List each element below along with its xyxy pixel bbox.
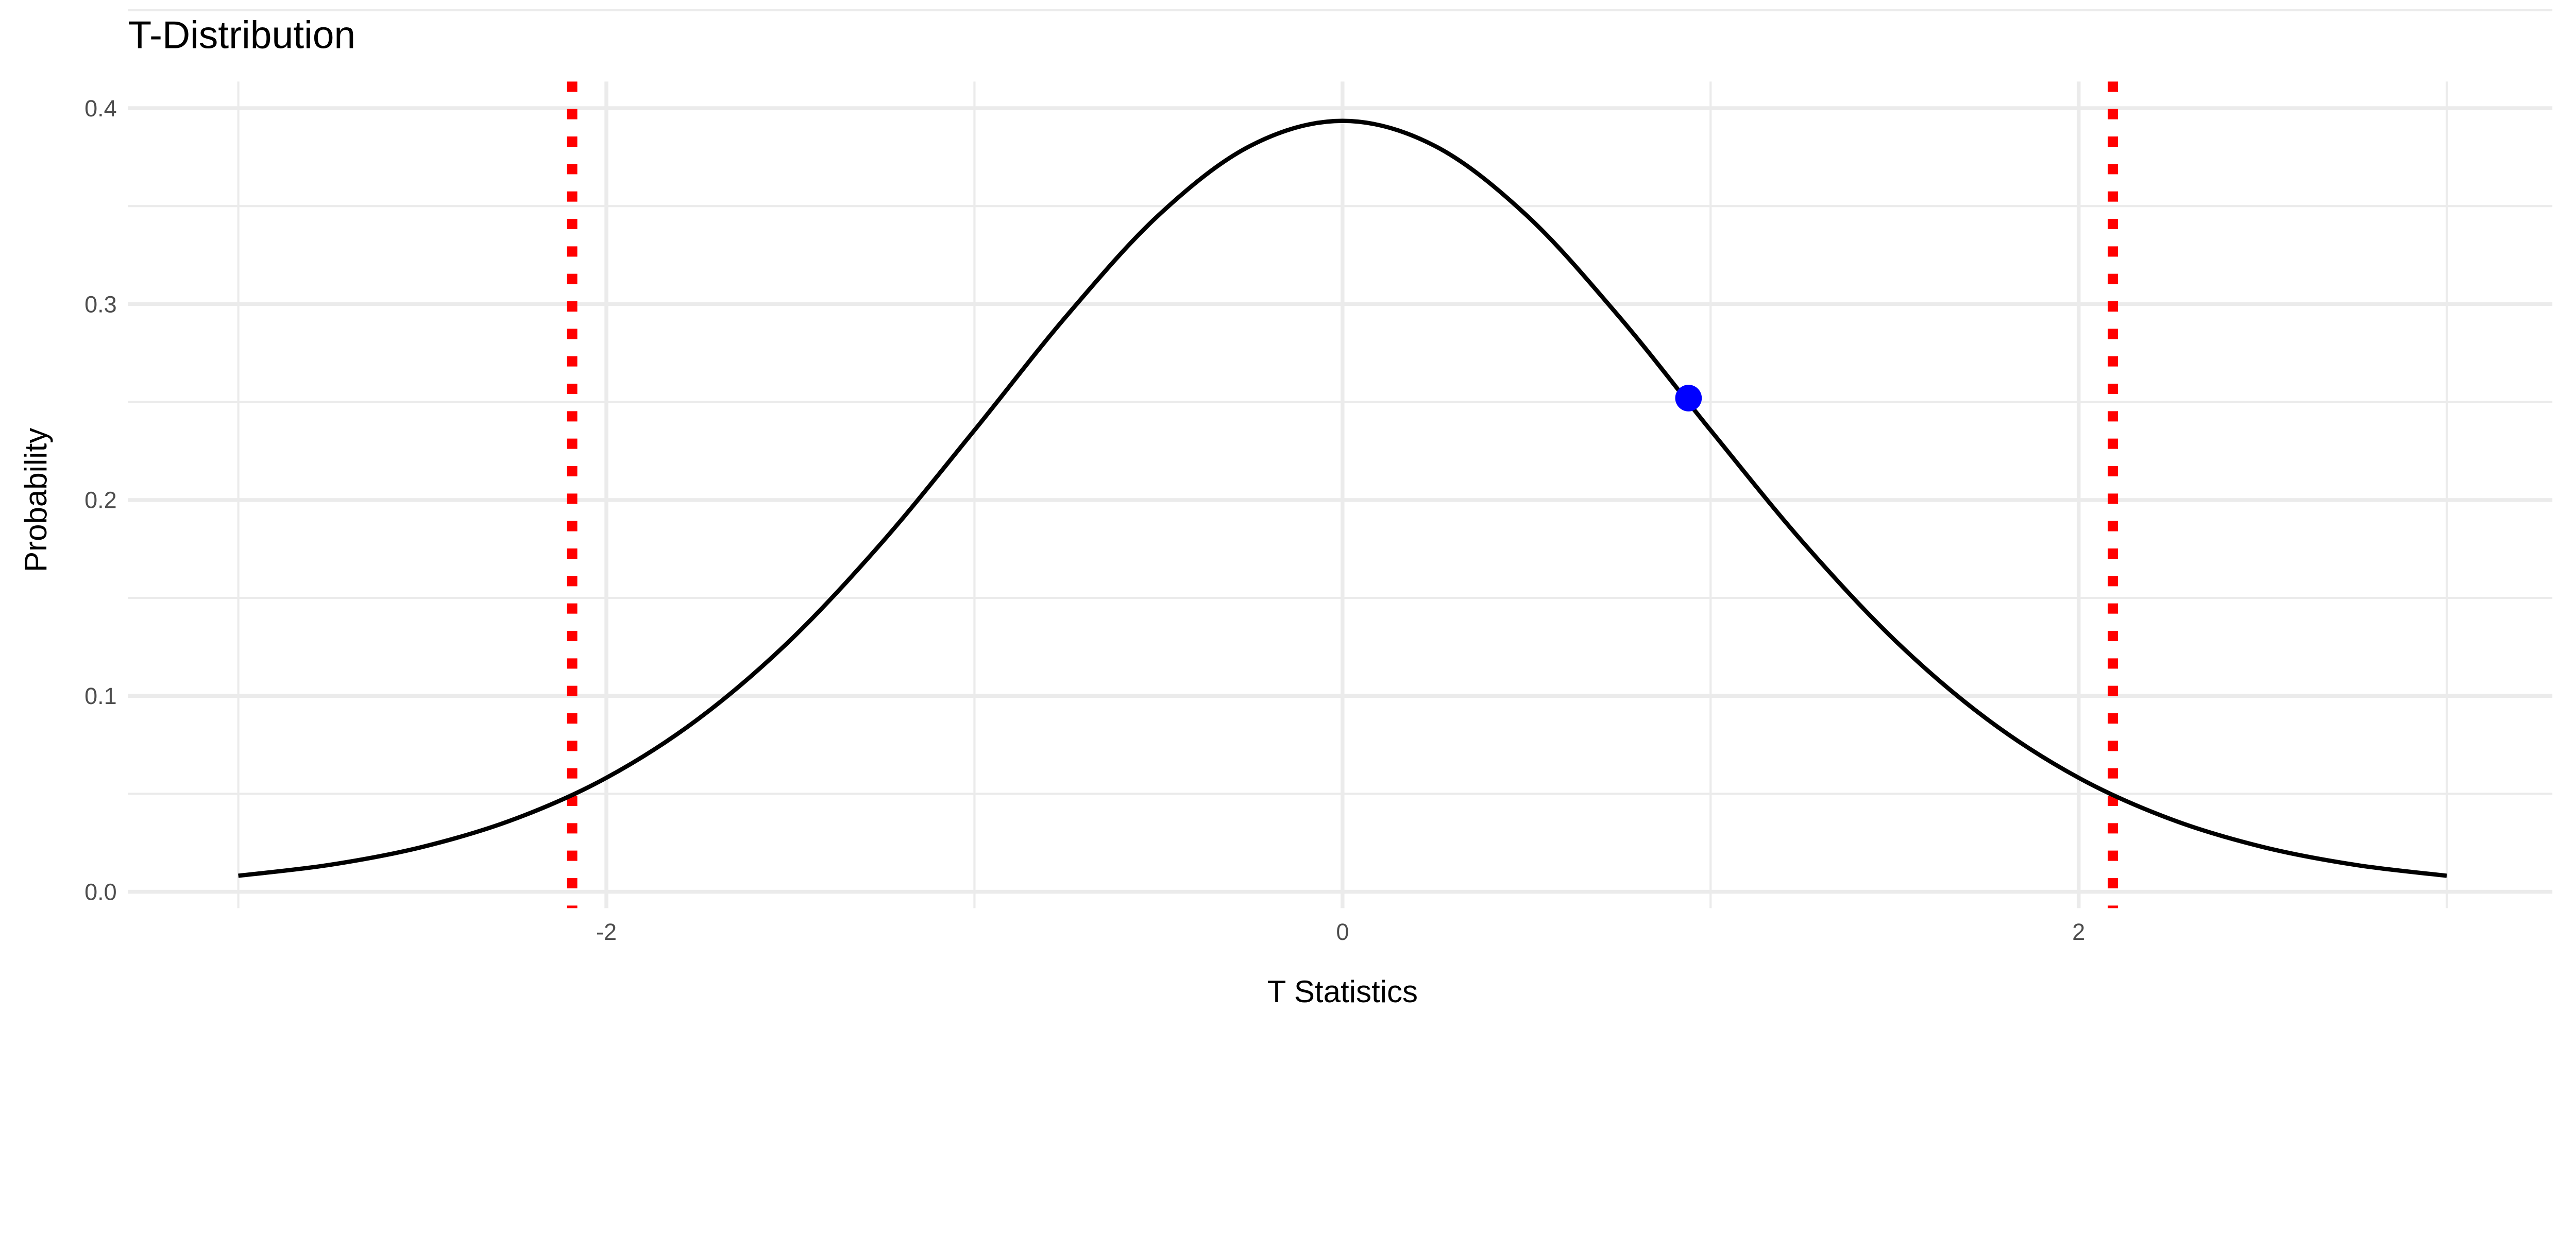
tick-labels: -2 0 2 0.0 0.1 0.2 0.3 0.4 [84, 95, 2085, 945]
y-axis-title: Probability [19, 428, 53, 572]
t-distribution-chart: -2 0 2 0.0 0.1 0.2 0.3 0.4 T-Distribution T Sta… [19, 9, 2553, 1009]
y-tick-label: 0.4 [84, 95, 117, 122]
y-tick-label: 0.1 [84, 683, 117, 709]
y-tick-label: 0.2 [84, 487, 117, 513]
x-tick-label: 2 [2072, 919, 2085, 945]
observed-point [1675, 385, 1702, 411]
y-tick-label: 0.3 [84, 291, 117, 317]
x-axis-title: T Statistics [1267, 974, 1418, 1009]
density-curve [238, 118, 2447, 878]
x-tick-label: -2 [596, 919, 617, 945]
grid [128, 9, 2553, 908]
x-tick-label: 0 [1336, 919, 1349, 945]
chart-title: T-Distribution [128, 13, 355, 56]
y-tick-label: 0.0 [84, 879, 117, 905]
critical-lines [567, 81, 2119, 908]
